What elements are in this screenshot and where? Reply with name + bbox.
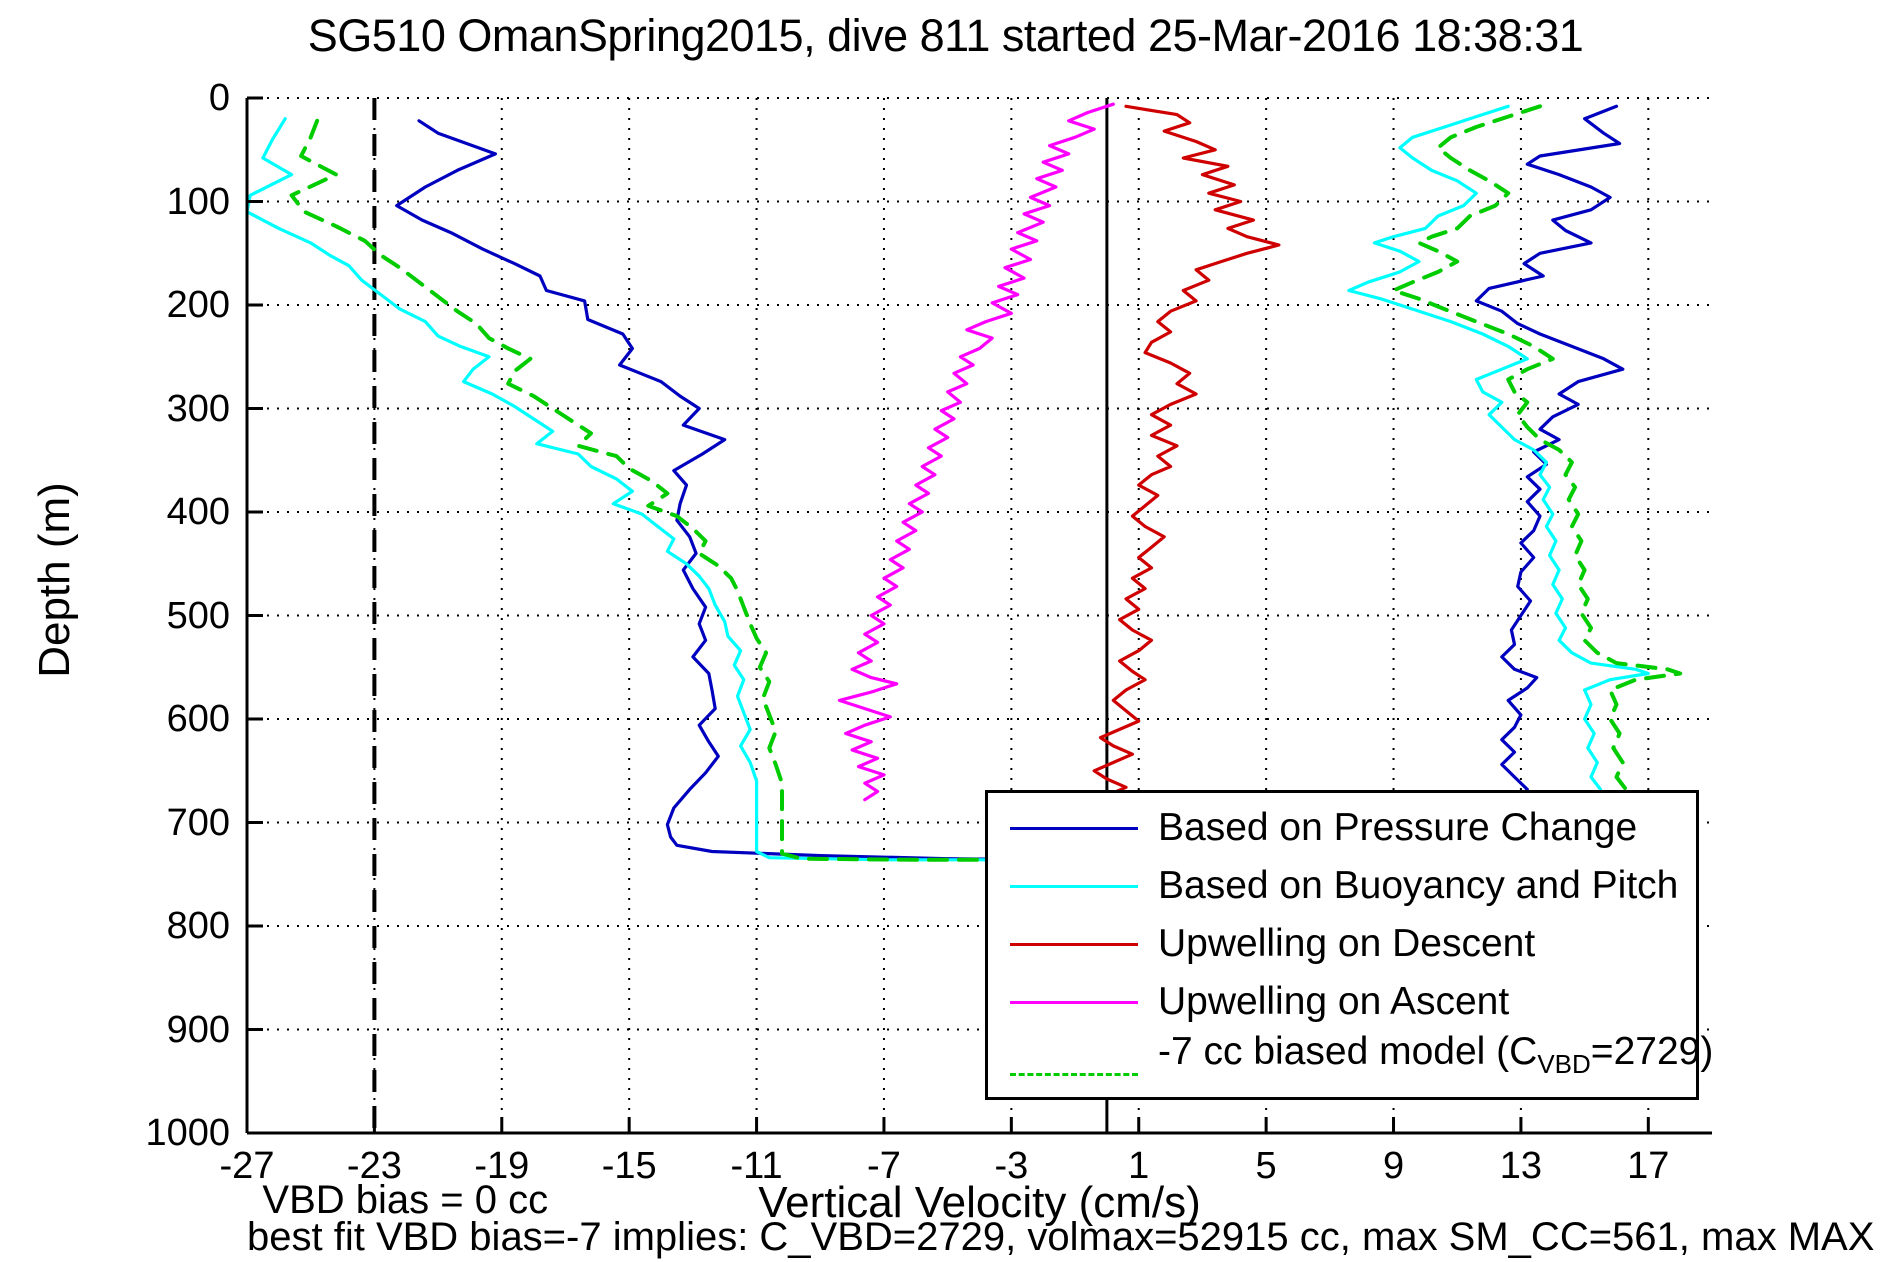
y-tick-label: 1000 — [145, 1112, 230, 1154]
legend: Based on Pressure Change Based on Buoyanc… — [985, 790, 1713, 1100]
footnote-text: best fit VBD bias=-7 implies: C_VBD=2729… — [247, 1215, 1875, 1259]
legend-label: Based on Pressure Change — [1158, 806, 1638, 849]
x-tick-label: -23 — [346, 1145, 402, 1187]
legend-label: Upwelling on Descent — [1158, 922, 1536, 965]
x-axis-label: Vertical Velocity (cm/s) — [758, 1178, 1201, 1227]
y-tick-label: 500 — [166, 594, 230, 637]
page-title: SG510 OmanSpring2015, dive 811 started 2… — [307, 10, 1584, 61]
legend-swatch — [1010, 827, 1138, 830]
legend-item: Upwelling on Ascent — [988, 975, 1696, 1031]
y-tick-label: 0 — [208, 77, 230, 119]
legend-label-main: -7 cc biased model (C — [1158, 1030, 1538, 1073]
legend-item: -7 cc biased model (CVBD=2729) — [988, 1030, 1713, 1089]
series-line — [245, 117, 1109, 862]
legend-item: Based on Buoyancy and Pitch — [988, 859, 1696, 915]
legend-swatch — [1010, 885, 1138, 888]
y-tick-label: 100 — [166, 180, 230, 223]
x-tick-label: -15 — [601, 1145, 657, 1187]
series-line — [289, 118, 1109, 862]
legend-swatch — [1010, 943, 1138, 946]
y-tick-label: 300 — [166, 387, 230, 430]
vbd-bias-note: VBD bias = 0 cc — [262, 1178, 549, 1222]
y-tick-label: 700 — [166, 801, 230, 844]
y-tick-label: 400 — [166, 491, 230, 533]
x-tick-label: 9 — [1382, 1145, 1405, 1187]
legend-label: -7 cc biased model (CVBD=2729) — [1158, 1025, 1713, 1091]
x-tick-label: 5 — [1255, 1145, 1277, 1187]
x-tick-label: -3 — [994, 1145, 1029, 1187]
x-tick-label: -19 — [474, 1145, 530, 1187]
y-tick-label: 800 — [166, 905, 230, 947]
legend-swatch — [1010, 1001, 1138, 1004]
series-line — [1092, 104, 1281, 804]
legend-label-tail: =2729) — [1590, 1030, 1714, 1073]
x-tick-label: 1 — [1128, 1145, 1150, 1187]
legend-item: Upwelling on Descent — [988, 917, 1696, 973]
series-line — [395, 119, 1109, 862]
series-line — [1474, 104, 1625, 802]
series-line — [837, 102, 1115, 802]
legend-label-subscript: VBD — [1537, 1049, 1591, 1080]
series-line — [1347, 104, 1650, 802]
series-line — [1391, 104, 1683, 802]
y-tick-label: 200 — [166, 284, 230, 326]
y-tick-label: 900 — [166, 1008, 230, 1051]
x-tick-label: -7 — [867, 1145, 901, 1187]
legend-label: Upwelling on Ascent — [1158, 980, 1510, 1023]
legend-label: Based on Buoyancy and Pitch — [1158, 864, 1679, 907]
legend-swatch — [1010, 1073, 1138, 1076]
x-tick-label: -27 — [219, 1145, 275, 1187]
legend-item: Based on Pressure Change — [988, 801, 1696, 857]
x-tick-label: -11 — [730, 1145, 783, 1187]
x-tick-label: 13 — [1499, 1145, 1543, 1187]
x-tick-label: 17 — [1627, 1145, 1670, 1187]
y-tick-label: 600 — [166, 698, 230, 740]
